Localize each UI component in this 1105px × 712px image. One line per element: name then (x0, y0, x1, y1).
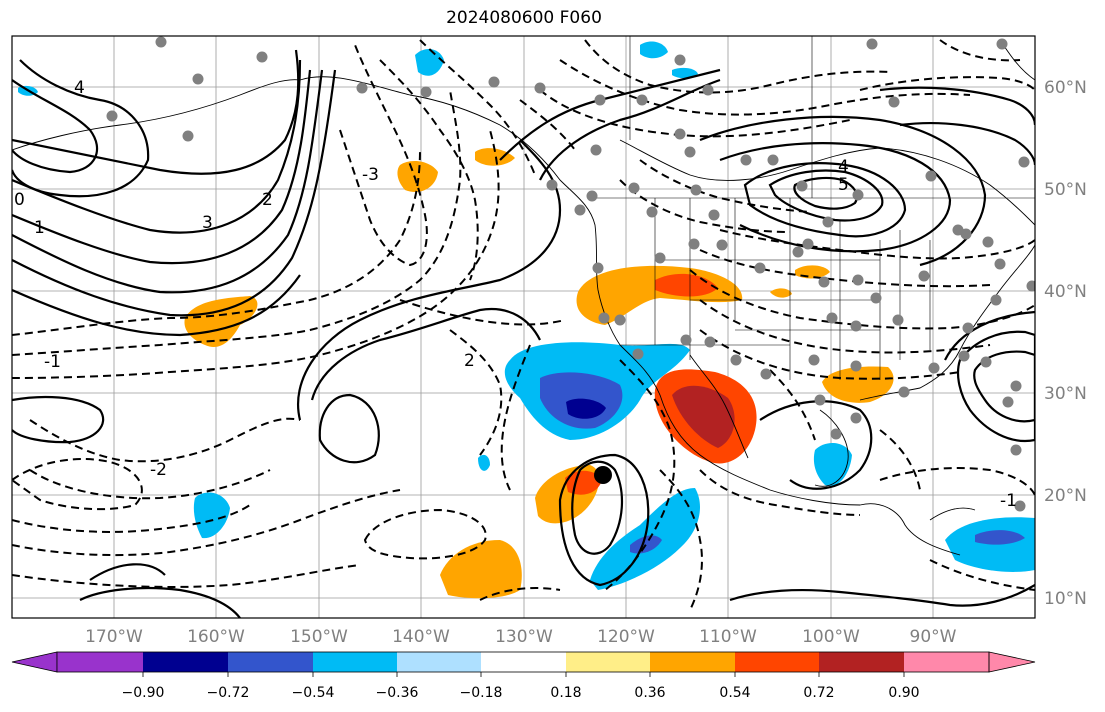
contour-label: 4 (838, 157, 849, 177)
contour-label: 0 (14, 190, 25, 210)
colorbar-tick-label: 0.54 (719, 685, 750, 701)
colorbar-tick-label: −0.18 (460, 685, 503, 701)
lat-label: 50°N (1044, 180, 1087, 200)
negative-patch-hawaii (193, 492, 230, 539)
colorbar-tick-label: 0.18 (550, 685, 581, 701)
negative-patch-central-america (945, 517, 1035, 572)
lat-label: 60°N (1044, 78, 1087, 98)
contour-label: -3 (362, 165, 379, 185)
contour-label: 1 (34, 218, 45, 238)
contour-label: 2 (464, 351, 475, 371)
colorbar-under-extend (11, 651, 58, 673)
negative-patch-baja-small (478, 454, 490, 471)
negative-patch-arctic (640, 41, 668, 59)
colorbar-tick-label: 0.36 (634, 685, 665, 701)
negative-patch-socal-core (566, 398, 606, 419)
contour-label: 3 (202, 213, 213, 233)
negative-patch-alaska (415, 48, 444, 76)
map-panel (12, 36, 1035, 618)
lon-label: 170°W (85, 627, 143, 647)
lat-label: 20°N (1044, 486, 1087, 506)
lon-label: 100°W (802, 627, 860, 647)
contour-label: 4 (74, 78, 85, 98)
colorbar-over-extend (988, 651, 1036, 673)
lat-label: 10°N (1044, 589, 1087, 609)
lon-label: 130°W (495, 627, 553, 647)
positive-patch-central-pacific (184, 296, 258, 348)
chart-title: 2024080600 F060 (446, 8, 602, 28)
storm-center-marker (594, 466, 612, 484)
negative-patch-mexico-pacific-core (630, 535, 662, 554)
contour-label: 5 (838, 175, 849, 195)
colorbar-tick-label: −0.54 (292, 685, 335, 701)
contour-labels: 4 3 2 1 0 -1 -2 5 4 -3 2 -1 (14, 78, 1017, 511)
contour-label: -2 (150, 460, 167, 480)
lon-label: 160°W (187, 627, 245, 647)
colorbar-tick-label: −0.72 (207, 685, 250, 701)
lat-label: 40°N (1044, 282, 1087, 302)
lon-label: 140°W (392, 627, 450, 647)
contour-label: -1 (44, 352, 61, 372)
colorbar-tick-label: −0.90 (122, 685, 165, 701)
latitude-labels: 60°N 50°N 40°N 30°N 20°N 10°N (1044, 78, 1087, 609)
coastlines (12, 39, 1035, 556)
colorbar-tick-label: −0.36 (376, 685, 419, 701)
lat-label: 30°N (1044, 384, 1087, 404)
positive-patch-gulf-of-alaska (397, 160, 438, 192)
map-frame (11, 35, 1036, 619)
contour-label: 2 (262, 190, 273, 210)
negative-contours (12, 39, 1035, 611)
station-dots (106, 36, 1035, 512)
positive-patch-baja-core (672, 385, 735, 448)
anomaly-shading (18, 41, 1035, 599)
colorbar-tick-label: 0.90 (888, 685, 919, 701)
colorbar-tick-label: 0.72 (803, 685, 834, 701)
contour-label: -1 (1000, 491, 1017, 511)
positive-patch-ohio (770, 288, 792, 298)
lon-label: 90°W (910, 627, 957, 647)
lon-label: 110°W (699, 627, 757, 647)
lon-label: 120°W (597, 627, 655, 647)
negative-patch-arctic-2 (672, 67, 698, 79)
lon-label: 150°W (290, 627, 348, 647)
negative-patch-central-america-core (975, 530, 1025, 545)
colorbar: −0.90 −0.72 −0.54 −0.36 −0.18 0.18 0.36 … (11, 651, 1036, 701)
longitude-labels: 170°W 160°W 150°W 140°W 130°W 120°W 110°… (85, 627, 957, 647)
